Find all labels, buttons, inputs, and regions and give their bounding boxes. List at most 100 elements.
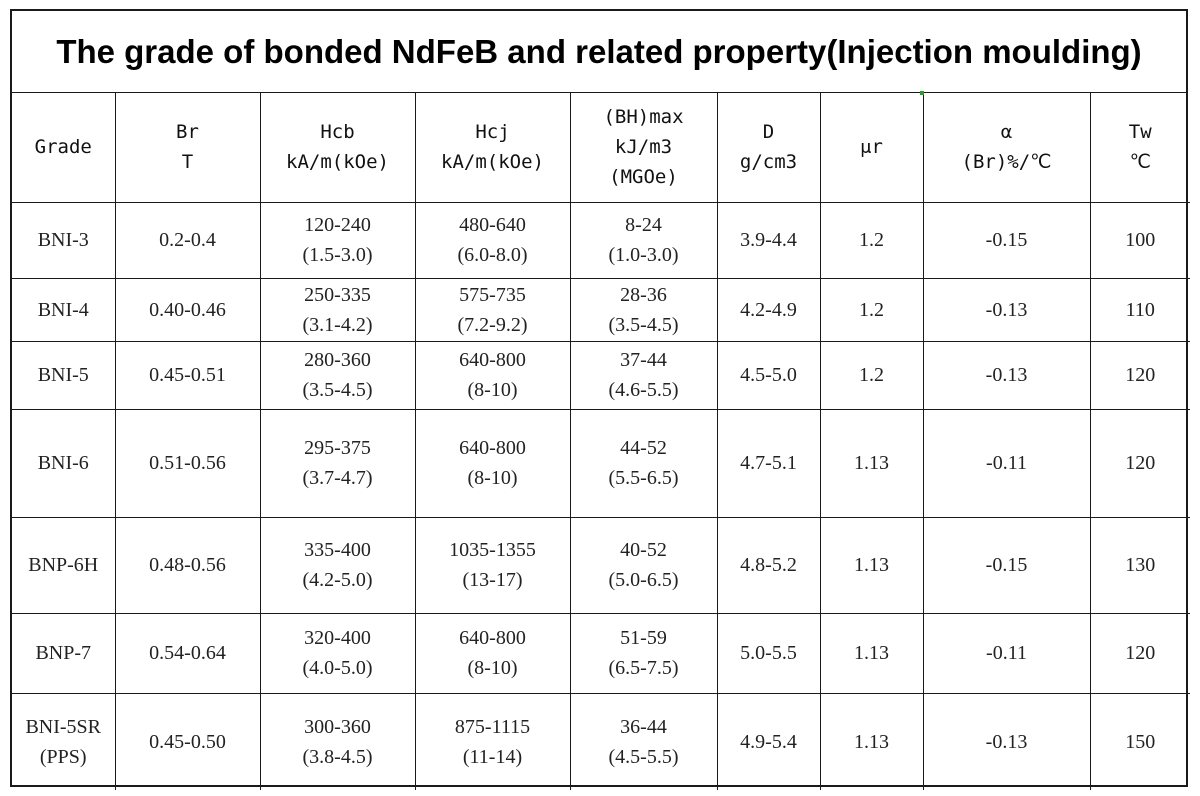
cell-value: 1.2 — [859, 298, 884, 321]
cell-value: (5.0-6.5) — [608, 569, 679, 591]
cell-grade: BNI-3 — [12, 201, 116, 279]
cell-density: 4.5-5.0 — [716, 340, 821, 410]
cell-hcj: 480-640 (6.0-8.0) — [414, 201, 571, 279]
cell-value: 8-24 — [625, 214, 662, 236]
cell-temp-coefficient: -0.15 — [922, 516, 1091, 614]
cell-value: -0.13 — [985, 730, 1028, 753]
cell-working-temp: 120 — [1089, 340, 1190, 410]
cell-value: 575-735 — [459, 283, 526, 306]
cell-hcj: 640-800 (8-10) — [414, 408, 571, 518]
cell-value: 1.13 — [854, 730, 889, 753]
cell-hcj: 1035-1355 (13-17) — [414, 516, 571, 614]
cell-temp-coefficient: -0.13 — [922, 277, 1091, 342]
cell-value: BNI-5SR — [25, 715, 102, 738]
header-label: α — [1000, 121, 1013, 144]
cell-value: (13-17) — [462, 569, 523, 591]
cell-value: 295-375 — [304, 437, 371, 459]
cell-hcj: 875-1115 (11-14) — [414, 692, 571, 790]
header-label: Br — [176, 121, 199, 144]
table-row: BNP-6H 0.48-0.56 335-400 (4.2-5.0) 1035-1355… — [12, 516, 1190, 614]
table-row: BNI-5 0.45-0.51 280-360 (3.5-4.5) 640-800 (8-… — [12, 340, 1190, 410]
cell-density: 4.2-4.9 — [716, 277, 821, 342]
table-row: BNI-5SR (PPS) 0.45-0.50 300-360 (3.8-4.5) 875… — [12, 692, 1190, 790]
cell-value: 1.13 — [854, 452, 889, 474]
cell-value: 4.5-5.0 — [740, 364, 797, 386]
cell-hcb: 280-360 (3.5-4.5) — [259, 340, 416, 410]
cell-value: 28-36 — [620, 283, 667, 306]
header-label: T — [181, 151, 194, 174]
cell-value: BNI-3 — [37, 229, 89, 251]
cell-value: 0.45-0.50 — [149, 730, 226, 753]
header-label: μr — [860, 136, 883, 159]
cell-working-temp: 120 — [1089, 408, 1190, 518]
cell-br: 0.2-0.4 — [114, 201, 261, 279]
cell-value: BNI-5 — [37, 364, 89, 386]
table-body: Grade Br T Hcb kA/m(kOe) Hcj kA/m(kOe) (BH)max k… — [12, 93, 1190, 790]
cell-value: 480-640 — [459, 214, 526, 236]
cell-value: (1.5-3.0) — [302, 244, 373, 266]
cell-value: (3.5-4.5) — [608, 313, 679, 336]
cell-temp-coefficient: -0.11 — [922, 408, 1091, 518]
cell-permeability: 1.13 — [819, 408, 924, 518]
header-bhmax: (BH)max kJ/m3 (MGOe) — [569, 93, 718, 203]
header-label: Grade — [34, 136, 92, 159]
cell-permeability: 1.2 — [819, 201, 924, 279]
header-grade: Grade — [12, 93, 116, 203]
cell-hcb: 335-400 (4.2-5.0) — [259, 516, 416, 614]
cell-value: (PPS) — [39, 745, 87, 768]
cell-value: -0.13 — [985, 298, 1028, 321]
cell-value: (3.5-4.5) — [302, 379, 373, 401]
cell-value: 1.2 — [859, 364, 884, 386]
cell-value: -0.13 — [985, 364, 1028, 386]
table-header-row: Grade Br T Hcb kA/m(kOe) Hcj kA/m(kOe) (BH)max k… — [12, 93, 1190, 203]
cell-temp-coefficient: -0.13 — [922, 340, 1091, 410]
cell-value: 640-800 — [459, 349, 526, 371]
cell-density: 4.8-5.2 — [716, 516, 821, 614]
cell-permeability: 1.13 — [819, 692, 924, 790]
cell-bhmax: 37-44 (4.6-5.5) — [569, 340, 718, 410]
property-table-frame: The grade of bonded NdFeB and related pr… — [10, 9, 1190, 790]
cell-value: (8-10) — [467, 467, 518, 489]
cell-value: BNP-6H — [28, 554, 99, 576]
cell-value: 4.7-5.1 — [740, 452, 797, 474]
cell-value: 640-800 — [459, 437, 526, 459]
cell-value: 335-400 — [304, 539, 371, 561]
header-br: Br T — [114, 93, 261, 203]
cell-br: 0.54-0.64 — [114, 612, 261, 694]
cell-permeability: 1.2 — [819, 340, 924, 410]
cell-grade: BNI-4 — [12, 277, 116, 342]
cell-value: -0.15 — [985, 554, 1028, 576]
cell-density: 4.7-5.1 — [716, 408, 821, 518]
cell-value: 120-240 — [304, 214, 371, 236]
cell-value: (4.2-5.0) — [302, 569, 373, 591]
cell-value: 4.8-5.2 — [740, 554, 797, 576]
cell-value: 1035-1355 — [449, 539, 536, 561]
cell-value: (6.5-7.5) — [608, 657, 679, 679]
cell-br: 0.40-0.46 — [114, 277, 261, 342]
cell-working-temp: 120 — [1089, 612, 1190, 694]
cell-value: 4.2-4.9 — [740, 298, 797, 321]
cell-grade: BNI-5SR (PPS) — [12, 692, 116, 790]
cell-value: 875-1115 — [454, 715, 531, 738]
cell-value: 5.0-5.5 — [740, 642, 797, 664]
header-temp-coefficient: α (Br)%/℃ — [922, 93, 1091, 203]
cell-value: -0.11 — [986, 452, 1027, 474]
cell-temp-coefficient: -0.15 — [922, 201, 1091, 279]
cell-working-temp: 130 — [1089, 516, 1190, 614]
cell-hcj: 640-800 (8-10) — [414, 340, 571, 410]
header-label: ℃ — [1129, 151, 1151, 174]
cell-value: -0.15 — [985, 229, 1028, 251]
cell-value: -0.11 — [986, 642, 1027, 664]
table-row: BNI-3 0.2-0.4 120-240 (1.5-3.0) 480-640 (6.0-… — [12, 201, 1190, 279]
cell-value: (5.5-6.5) — [608, 467, 679, 489]
header-label: Hcj — [475, 121, 510, 144]
cell-value: 0.54-0.64 — [149, 642, 226, 664]
cell-bhmax: 28-36 (3.5-4.5) — [569, 277, 718, 342]
table-row: BNI-6 0.51-0.56 295-375 (3.7-4.7) 640-800 (8-… — [12, 408, 1190, 518]
cell-value: 40-52 — [620, 539, 667, 561]
cell-value: 320-400 — [304, 627, 371, 649]
cell-value: (6.0-8.0) — [457, 244, 528, 266]
cell-value: 640-800 — [459, 627, 526, 649]
cell-value: 0.2-0.4 — [159, 229, 216, 251]
header-hcj: Hcj kA/m(kOe) — [414, 93, 571, 203]
